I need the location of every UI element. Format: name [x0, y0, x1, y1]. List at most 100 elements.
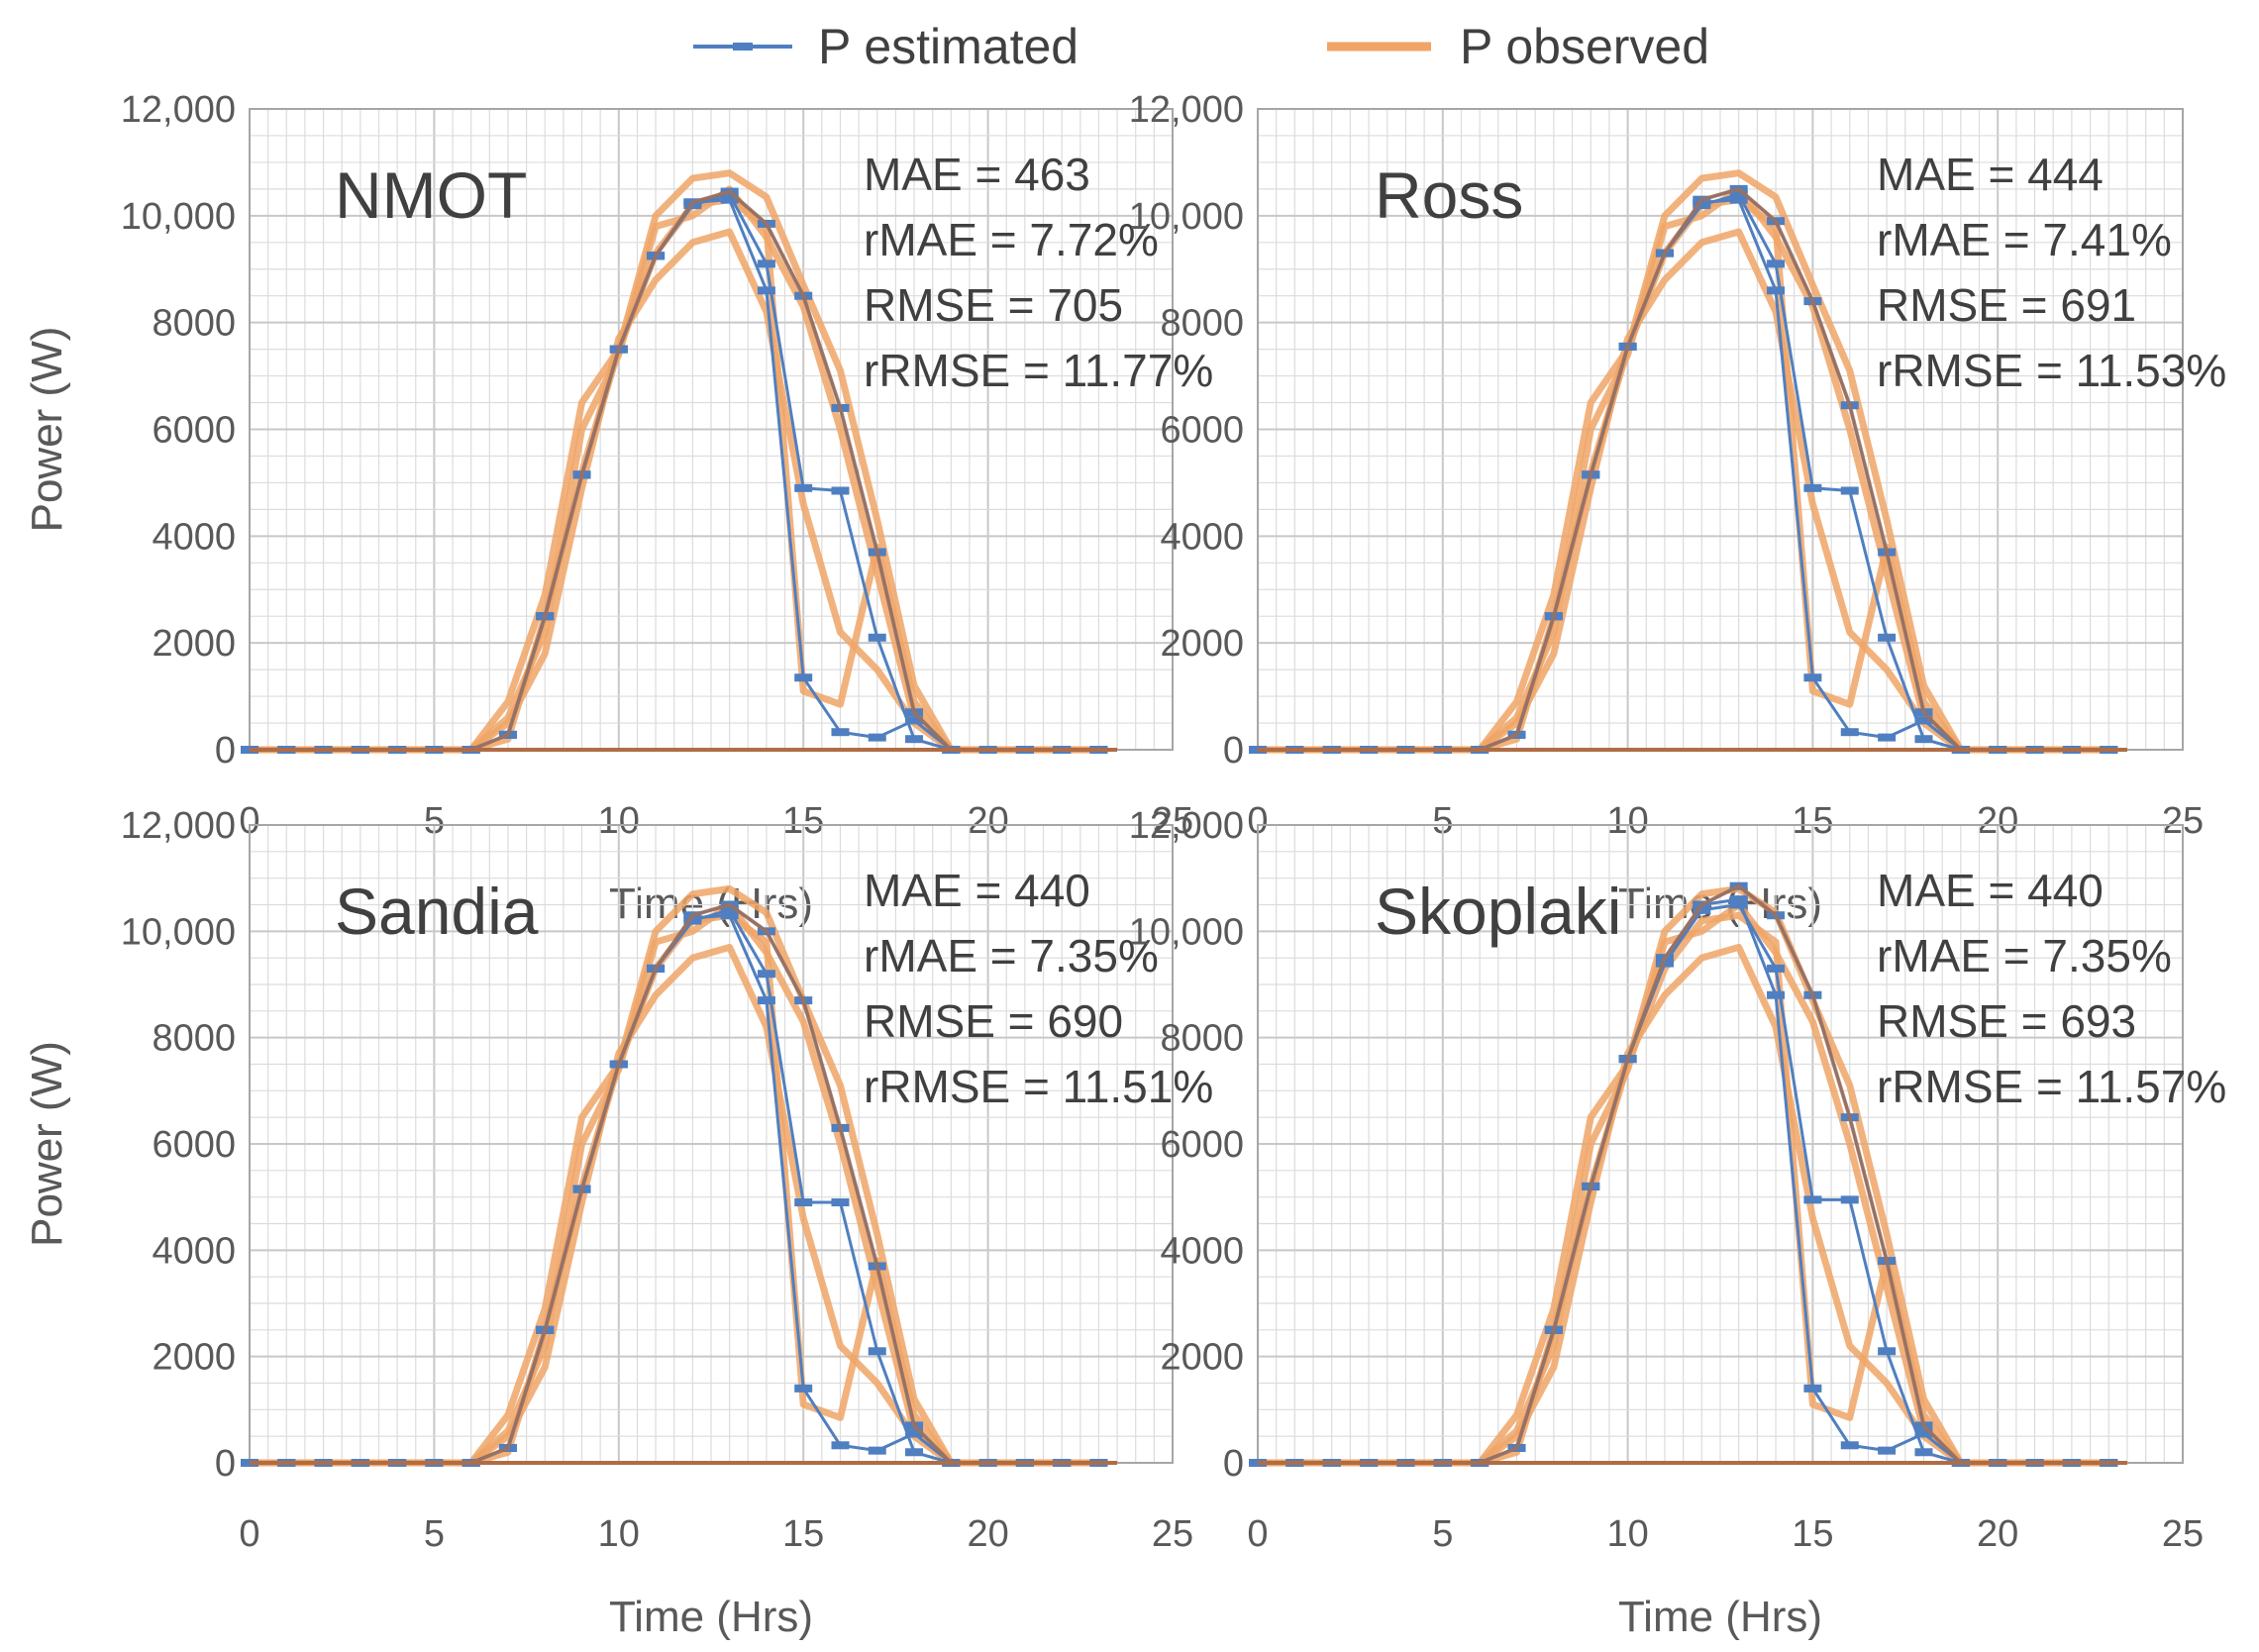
data-point-estimated [757, 259, 775, 268]
legend: P estimated P observed [693, 19, 1709, 74]
data-point-estimated [794, 483, 813, 492]
stat-annotation: RMSE = 705 [864, 279, 1123, 331]
data-point-estimated [1840, 728, 1859, 737]
y-tick-label: 2000 [1160, 1337, 1244, 1379]
x-tick-label: 0 [1247, 800, 1268, 842]
y-tick-label: 0 [1223, 1443, 1244, 1485]
y-tick-label: 12,000 [1129, 805, 1244, 847]
data-point-estimated [1767, 286, 1786, 295]
x-axis-label: Time (Hrs) [609, 1593, 813, 1641]
legend-item-estimated: P estimated [693, 19, 1078, 74]
data-point-estimated [905, 716, 924, 725]
data-point-estimated [1767, 964, 1786, 973]
x-tick-label: 15 [1792, 1513, 1833, 1555]
x-tick-label: 0 [239, 800, 259, 842]
y-tick-label: 8000 [1160, 1018, 1244, 1060]
y-tick-label: 12,000 [121, 805, 236, 847]
stat-annotation: RMSE = 693 [1877, 995, 2136, 1047]
y-axis-label: Power (W) [23, 1041, 71, 1247]
x-axis-label: Time (Hrs) [1618, 1593, 1822, 1641]
data-point-estimated [1767, 259, 1786, 268]
y-tick-label: 2000 [1160, 623, 1244, 665]
data-point-estimated [1840, 1195, 1859, 1204]
y-tick-label: 8000 [152, 1018, 236, 1060]
stat-annotation: RMSE = 690 [864, 995, 1123, 1047]
data-point-estimated [1840, 486, 1859, 495]
data-point-estimated [905, 735, 924, 744]
chart-panel-sandia: 0 2000 4000 6000 8000 10,000 12,000 0 5 10 15 20 25 T… [23, 805, 1213, 1641]
stat-annotation: rMAE = 7.72% [864, 214, 1159, 265]
data-point-estimated [794, 673, 813, 682]
data-point-estimated [720, 911, 739, 920]
data-point-estimated [757, 286, 775, 295]
x-tick-label: 15 [782, 1513, 824, 1555]
y-tick-label: 0 [215, 730, 236, 772]
y-tick-label: 10,000 [1129, 911, 1244, 953]
data-point-estimated [794, 1198, 813, 1207]
data-point-estimated [1878, 1446, 1897, 1455]
y-tick-label: 10,000 [121, 196, 236, 238]
data-point-estimated [1729, 895, 1748, 904]
y-tick-label: 10,000 [121, 911, 236, 953]
stat-annotation: MAE = 463 [864, 149, 1090, 200]
gridlines [1257, 108, 2184, 751]
data-point-estimated [1878, 633, 1897, 642]
stat-annotation: rRMSE = 11.51% [864, 1061, 1213, 1112]
data-point-estimated [1914, 1448, 1933, 1457]
y-tick-label: 8000 [152, 303, 236, 345]
x-tick-label: 0 [239, 1513, 259, 1555]
stat-annotation: MAE = 440 [1877, 865, 2104, 916]
data-point-estimated [1878, 1347, 1897, 1356]
panel-title: NMOT [335, 158, 527, 232]
data-point-estimated [1729, 900, 1748, 909]
data-point-estimated [1729, 195, 1748, 204]
data-point-estimated [831, 486, 850, 495]
data-point-estimated [757, 996, 775, 1005]
y-tick-label: 6000 [1160, 410, 1244, 452]
x-tick-label: 20 [967, 1513, 1008, 1555]
data-point-estimated [831, 1441, 850, 1450]
y-tick-label: 10,000 [1129, 196, 1244, 238]
y-tick-label: 8000 [1160, 303, 1244, 345]
stat-annotation: rMAE = 7.35% [1877, 930, 2172, 981]
stat-annotation: rRMSE = 11.57% [1877, 1061, 2226, 1112]
x-tick-label: 5 [424, 1513, 445, 1555]
data-point-estimated [720, 190, 739, 199]
data-point-estimated [1840, 1441, 1859, 1450]
y-tick-label: 4000 [152, 516, 236, 558]
y-axis-label: Power (W) [23, 327, 71, 533]
data-point-estimated [868, 1347, 886, 1356]
data-point-estimated [1803, 673, 1822, 682]
x-tick-label: 10 [598, 1513, 640, 1555]
y-tick-label: 2000 [152, 623, 236, 665]
x-tick-label: 10 [1606, 1513, 1648, 1555]
panel-title: Ross [1375, 158, 1523, 232]
data-point-estimated [831, 728, 850, 737]
data-point-estimated [757, 970, 775, 979]
data-point-estimated [868, 1446, 886, 1455]
y-tick-label: 6000 [152, 1124, 236, 1166]
data-point-estimated [1803, 1195, 1822, 1204]
data-point-estimated [1914, 735, 1933, 744]
x-tick-label: 25 [2162, 1513, 2204, 1555]
stat-annotation: RMSE = 691 [1877, 279, 2136, 331]
stat-annotation: rRMSE = 11.77% [864, 345, 1213, 396]
y-tick-label: 0 [1223, 730, 1244, 772]
y-tick-label: 4000 [1160, 516, 1244, 558]
x-tick-label: 5 [1432, 1513, 1453, 1555]
panel-title: Skoplaki [1375, 875, 1621, 948]
y-tick-label: 2000 [152, 1337, 236, 1379]
data-point-estimated [1693, 905, 1711, 914]
y-axis-label: Power (W) [23, 1041, 71, 1247]
stat-annotation: MAE = 440 [864, 865, 1090, 916]
y-tick-label: 6000 [152, 410, 236, 452]
data-point-estimated [1914, 1429, 1933, 1438]
data-point-estimated [905, 1429, 924, 1438]
x-tick-label: 25 [1152, 1513, 1193, 1555]
data-point-estimated [794, 1384, 813, 1393]
